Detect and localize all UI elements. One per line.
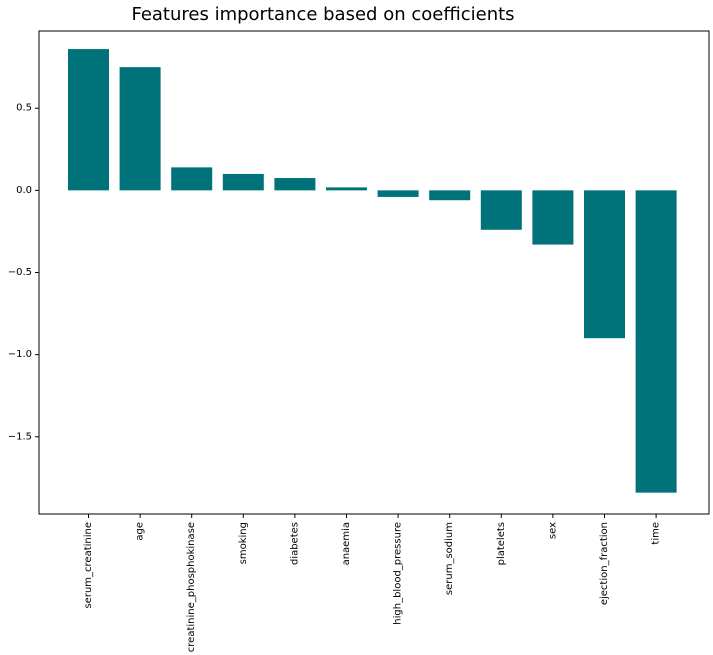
x-tick-label: serum_creatinine — [83, 522, 94, 609]
y-tick-label: −0.5 — [8, 267, 32, 278]
bar-serum_creatinine — [68, 49, 109, 191]
x-tick-label: creatinine_phosphokinase — [186, 522, 197, 652]
x-tick-label: diabetes — [289, 522, 300, 565]
x-tick-label: serum_sodium — [444, 522, 455, 595]
bar-anaemia — [326, 187, 367, 191]
bar-age — [119, 67, 161, 191]
x-tick-label: age — [135, 522, 146, 541]
x-tick-label: high_blood_pressure — [393, 522, 404, 625]
x-tick-label: time — [651, 522, 662, 545]
y-tick-label: 0.0 — [16, 185, 32, 196]
bar-time — [635, 190, 677, 493]
y-tick-label: −1.0 — [8, 349, 32, 360]
bar-serum_sodium — [429, 190, 471, 201]
bar-diabetes — [274, 178, 316, 191]
bars-layer — [68, 49, 677, 493]
bar-ejection_fraction — [584, 190, 625, 339]
bar-creatinine_phosphokinase — [171, 167, 213, 191]
x-tick-label: platelets — [496, 522, 507, 565]
x-tick-label: smoking — [238, 522, 249, 564]
bar-high_blood_pressure — [377, 190, 419, 197]
chart-title: Features importance based on coefficient… — [131, 4, 514, 25]
bar-platelets — [480, 190, 522, 230]
bar-smoking — [222, 173, 264, 191]
y-tick-label: 0.5 — [16, 103, 32, 114]
y-axis: −1.5 −1.0 −0.5 0.0 0.5 — [8, 103, 39, 442]
y-tick-label: −1.5 — [8, 431, 32, 442]
x-tick-label: anaemia — [341, 522, 352, 565]
plot-area-frame — [38, 30, 710, 515]
x-tick-label: ejection_fraction — [599, 522, 610, 605]
bar-sex — [532, 190, 574, 245]
x-tick-label: sex — [547, 522, 558, 539]
x-axis: serum_creatinine age creatinine_phosphokin… — [83, 514, 662, 652]
